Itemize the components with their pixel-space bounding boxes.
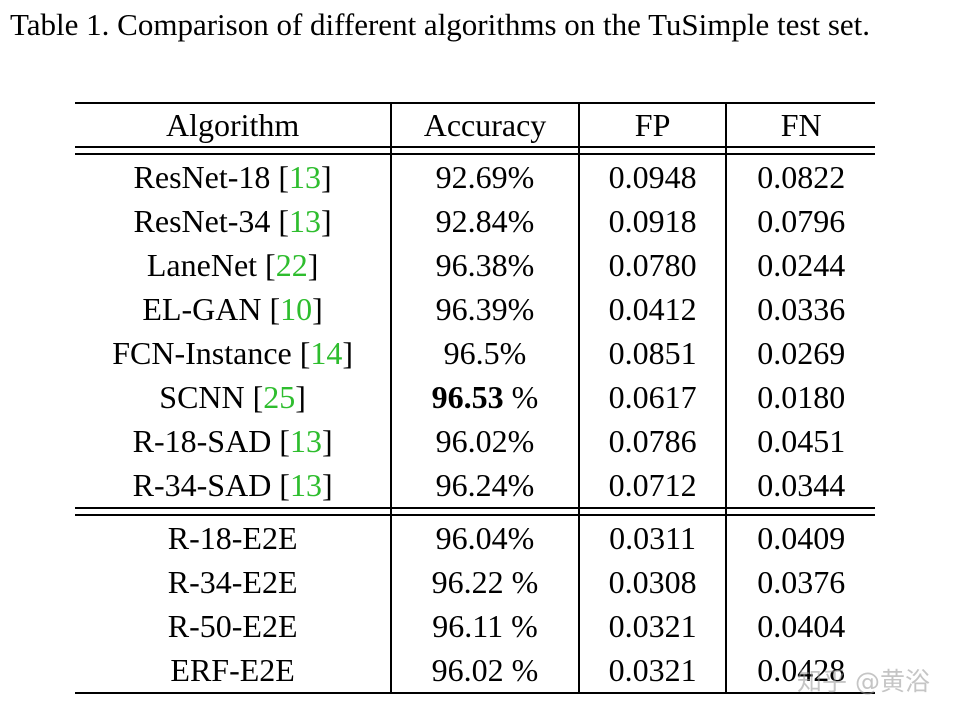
citation-link[interactable]: 13 <box>289 202 322 239</box>
accuracy-best-value: 96.53 <box>431 378 504 415</box>
header-fn: FN <box>726 102 875 148</box>
table-row: R-18-E2E 96.04% 0.0311 0.0409 <box>75 515 875 560</box>
citation-link[interactable]: 25 <box>263 378 296 415</box>
accuracy-unit: % <box>503 378 539 415</box>
fp-cell: 0.0617 <box>578 375 728 419</box>
algorithm-cell: R-34-E2E <box>75 560 393 604</box>
accuracy-cell: 96.22 % <box>391 560 580 604</box>
separator-row <box>75 147 875 155</box>
fp-cell: 0.0311 <box>578 515 728 560</box>
accuracy-cell: 96.5% <box>391 331 580 375</box>
header-row: Algorithm Accuracy FP FN <box>75 102 875 148</box>
algorithm-name: FCN-Instance <box>112 334 292 371</box>
citation-link[interactable]: 13 <box>289 466 322 503</box>
accuracy-cell: 96.02% <box>391 419 580 463</box>
fp-cell: 0.0851 <box>578 331 728 375</box>
fp-cell: 0.0712 <box>578 463 728 508</box>
algorithm-name: R-34-SAD <box>132 466 272 503</box>
fp-cell: 0.0948 <box>578 154 728 199</box>
table-row: R-34-SAD [13] 96.24% 0.0712 0.0344 <box>75 463 875 508</box>
table-row: EL-GAN [10] 96.39% 0.0412 0.0336 <box>75 287 875 331</box>
algorithm-cell: R-18-SAD [13] <box>75 419 393 463</box>
accuracy-cell: 96.11 % <box>391 604 580 648</box>
algorithm-name: EL-GAN <box>142 290 262 327</box>
algorithm-cell: FCN-Instance [14] <box>75 331 393 375</box>
fn-cell: 0.0376 <box>757 563 846 600</box>
accuracy-cell: 96.04% <box>391 515 580 560</box>
table-row: ResNet-34 [13] 92.84% 0.0918 0.0796 <box>75 199 875 243</box>
algorithm-name: SCNN <box>159 378 245 415</box>
accuracy-cell: 92.84% <box>391 199 580 243</box>
citation-link[interactable]: 22 <box>275 246 308 283</box>
algorithm-name: R-18-SAD <box>132 422 272 459</box>
fp-cell-best: 0.0308 <box>578 560 728 604</box>
header-accuracy: Accuracy <box>391 102 580 148</box>
fn-cell: 0.0269 <box>757 334 846 371</box>
table-row: LaneNet [22] 96.38% 0.0780 0.0244 <box>75 243 875 287</box>
algorithm-cell: ResNet-18 [13] <box>75 154 393 199</box>
watermark: 知乎 @黄浴 <box>797 667 930 696</box>
table-caption: Table 1. Comparison of different algorit… <box>10 7 871 42</box>
fp-cell: 0.0780 <box>578 243 728 287</box>
fp-cell: 0.0321 <box>578 648 728 694</box>
table-row: FCN-Instance [14] 96.5% 0.0851 0.0269 <box>75 331 875 375</box>
table-row: R-50-E2E 96.11 % 0.0321 0.0404 <box>75 604 875 648</box>
fn-cell: 0.0404 <box>757 607 846 644</box>
accuracy-cell: 96.39% <box>391 287 580 331</box>
fn-cell: 0.0428 <box>726 648 875 694</box>
citation-link[interactable]: 13 <box>289 158 322 195</box>
table-row: ERF-E2E 96.02 % 0.0321 0.0428 <box>75 648 875 694</box>
algorithm-cell: ERF-E2E <box>75 648 393 694</box>
accuracy-cell: 96.02 % <box>391 648 580 694</box>
algorithm-name: LaneNet <box>146 246 258 283</box>
citation-link[interactable]: 14 <box>310 334 343 371</box>
fn-cell: 0.0822 <box>757 158 846 195</box>
algorithm-cell: EL-GAN [10] <box>75 287 393 331</box>
algorithm-name: ResNet-18 <box>133 158 271 195</box>
algorithm-cell: LaneNet [22] <box>75 243 393 287</box>
table-row: R-34-E2E 96.22 % 0.0308 0.0376 <box>75 560 875 604</box>
header-fp: FP <box>578 102 728 148</box>
fn-cell: 0.0409 <box>757 519 846 556</box>
fn-cell: 0.0336 <box>757 290 846 327</box>
accuracy-cell: 96.53 % <box>391 375 580 419</box>
table-row: SCNN [25] 96.53 % 0.0617 0.0180 <box>75 375 875 419</box>
table-row: ResNet-18 [13] 92.69% 0.0948 0.0822 <box>75 154 875 199</box>
fn-cell: 0.0796 <box>757 202 846 239</box>
fp-cell: 0.0918 <box>578 199 728 243</box>
algorithm-cell: SCNN [25] <box>75 375 393 419</box>
algorithm-cell: R-18-E2E <box>75 515 393 560</box>
accuracy-cell: 96.38% <box>391 243 580 287</box>
accuracy-cell: 92.69% <box>391 154 580 199</box>
algorithm-cell: R-34-SAD [13] <box>75 463 393 508</box>
results-table: Algorithm Accuracy FP FN ResNet-18 [13] … <box>75 102 875 694</box>
fn-cell-best: 0.0180 <box>757 378 846 415</box>
citation-link[interactable]: 13 <box>289 422 322 459</box>
fn-cell: 0.0451 <box>757 422 846 459</box>
citation-link[interactable]: 10 <box>280 290 313 327</box>
accuracy-cell: 96.24% <box>391 463 580 508</box>
table-row: R-18-SAD [13] 96.02% 0.0786 0.0451 <box>75 419 875 463</box>
fn-cell: 0.0344 <box>757 466 846 503</box>
fp-cell: 0.0412 <box>578 287 728 331</box>
algorithm-cell: R-50-E2E <box>75 604 393 648</box>
fn-cell: 0.0244 <box>757 246 846 283</box>
header-algorithm: Algorithm <box>75 102 393 148</box>
algorithm-name: ResNet-34 <box>133 202 271 239</box>
algorithm-cell: ResNet-34 [13] <box>75 199 393 243</box>
fp-cell: 0.0786 <box>578 419 728 463</box>
separator-row <box>75 507 875 516</box>
fp-cell: 0.0321 <box>578 604 728 648</box>
